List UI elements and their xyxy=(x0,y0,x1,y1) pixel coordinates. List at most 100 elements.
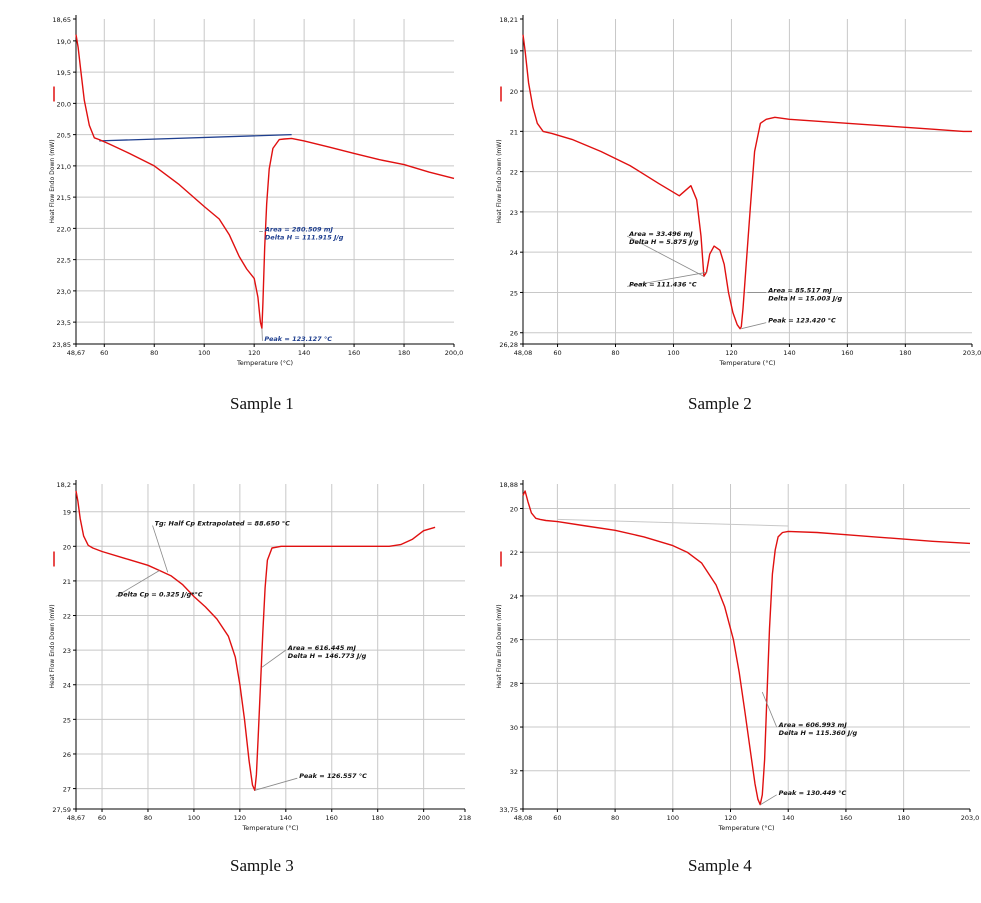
x-tick-label: 48,67 xyxy=(67,349,86,357)
x-tick-label: 60 xyxy=(553,349,561,357)
integration-baseline xyxy=(99,133,292,142)
annotation-text: Area = 606.993 mJ xyxy=(778,721,848,729)
x-tick-label: 180 xyxy=(897,814,909,822)
chart-svg-1: 18,65 19,0 19,5 20,0 20,5 21,0 21,5 22,0 22,5 23,… xyxy=(49,15,464,367)
annotation-text: Delta H = 15.003 J/g xyxy=(768,294,842,302)
x-tick-label: 180 xyxy=(899,349,911,357)
x-tick-label: 100 xyxy=(667,814,679,822)
x-tick-label: 48,08 xyxy=(514,814,533,822)
chart-sample-1: 18,65 19,0 19,5 20,0 20,5 21,0 21,5 22,0 22,5 23,… xyxy=(0,0,480,380)
x-tick-label: 140 xyxy=(280,814,292,822)
x-tick-label: 180 xyxy=(371,814,383,822)
annotation-text: Delta H = 115.360 J/g xyxy=(779,729,858,737)
y-tick-label: 22 xyxy=(63,613,71,621)
y-tick-label: 18,65 xyxy=(52,16,71,24)
annotation-text: Area = 280.509 mJ xyxy=(264,226,334,234)
y-tick-label: 22 xyxy=(510,169,518,177)
y-tick-label: 26 xyxy=(510,330,518,338)
y-axis-label: Heat Flow Endo Down (mW) xyxy=(496,604,503,688)
heat-flow-series xyxy=(75,34,455,330)
x-tick-label: 120 xyxy=(234,814,246,822)
heat-flow-series xyxy=(522,490,971,806)
y-tick-label: 26,28 xyxy=(499,341,518,349)
y-tick-label: 28 xyxy=(510,680,518,688)
annotation-leader xyxy=(741,322,767,330)
x-axis-label: Temperature (°C) xyxy=(241,824,298,832)
y-axis-label: Heat Flow Endo Down (mW) xyxy=(49,139,56,223)
y-axis-label: Heat Flow Endo Down (mW) xyxy=(496,139,503,223)
y-tick-label: 32 xyxy=(510,768,518,776)
caption-sample-3: Sample 3 xyxy=(230,856,294,875)
y-tick-label: 21 xyxy=(63,578,71,586)
caption-sample-4: Sample 4 xyxy=(688,856,752,875)
y-tick-label: 23 xyxy=(63,647,71,655)
heat-flow-series xyxy=(75,490,436,791)
y-tick-label: 20 xyxy=(510,505,518,513)
annotation-leader xyxy=(152,525,169,573)
y-tick-label: 24 xyxy=(510,593,518,601)
caption-sample-1: Sample 1 xyxy=(230,394,294,413)
y-tick-label: 22,0 xyxy=(57,225,71,233)
y-tick-label: 18,21 xyxy=(499,16,518,24)
y-tick-label: 24 xyxy=(63,682,71,690)
annotation-text: Delta H = 146.773 J/g xyxy=(288,652,367,660)
y-tick-label: 25 xyxy=(510,289,518,297)
y-tick-label: 25 xyxy=(63,716,71,724)
x-tick-label: 60 xyxy=(100,349,108,357)
x-tick-label: 140 xyxy=(298,349,310,357)
x-tick-label: 160 xyxy=(841,349,853,357)
x-axis-label: Temperature (°C) xyxy=(718,359,775,367)
x-tick-label: 140 xyxy=(783,349,795,357)
heat-flow-series xyxy=(522,34,972,330)
y-tick-label: 26 xyxy=(63,751,71,759)
y-tick-label: 33,75 xyxy=(499,806,518,814)
annotation-text: Delta H = 111.915 J/g xyxy=(265,234,344,242)
annotation-leader xyxy=(115,570,160,597)
x-tick-label: 140 xyxy=(782,814,794,822)
y-tick-label: 23,5 xyxy=(57,319,71,327)
y-tick-label: 20 xyxy=(63,543,71,551)
x-tick-label: 180 xyxy=(398,349,410,357)
annotation-text: Peak = 123.127 °C xyxy=(264,335,332,343)
annotation-text: Area = 616.445 mJ xyxy=(287,644,357,652)
x-tick-label: 80 xyxy=(150,349,158,357)
y-axis-label: Heat Flow Endo Down (mW) xyxy=(49,604,56,688)
y-tick-label: 20,5 xyxy=(57,132,71,140)
y-tick-label: 19,5 xyxy=(57,69,71,77)
y-tick-label: 19 xyxy=(63,509,71,517)
y-tick-label: 18,2 xyxy=(57,481,71,489)
annotation-text: Peak = 126.557 °C xyxy=(299,772,367,780)
x-tick-label: 80 xyxy=(611,814,619,822)
annotation-text: Delta Cp = 0.325 J/g*°C xyxy=(118,590,203,598)
y-tick-label: 23,0 xyxy=(57,288,71,296)
annotation-leader xyxy=(761,691,778,728)
y-tick-label: 19,0 xyxy=(57,38,71,46)
y-tick-label: 27 xyxy=(63,786,71,794)
x-tick-label: 80 xyxy=(144,814,152,822)
y-tick-label: 18,88 xyxy=(499,481,518,489)
caption-sample-2: Sample 2 xyxy=(688,394,752,413)
y-tick-label: 21,0 xyxy=(57,163,71,171)
y-tick-label: 22,5 xyxy=(57,257,71,265)
x-tick-label: 200,0 xyxy=(445,349,464,357)
y-tick-label: 19 xyxy=(510,48,518,56)
annotation-text: Delta H = 5.875 J/g xyxy=(629,238,699,246)
chart-sample-3: 18,2 19 20 21 22 23 24 25 26 27 27,59 48,67 60 80 100 1… xyxy=(0,470,480,840)
y-tick-label: 24 xyxy=(510,249,518,257)
x-tick-label: 120 xyxy=(724,814,736,822)
x-tick-label: 60 xyxy=(98,814,106,822)
y-tick-label: 21 xyxy=(510,128,518,136)
y-tick-label: 20,0 xyxy=(57,100,71,108)
chart-sample-4: 18,88 20 22 24 26 28 30 32 33,75 48,08 60 80 100 120 1… xyxy=(490,470,981,840)
x-tick-label: 203,0 xyxy=(963,349,981,357)
annotation-leader xyxy=(627,271,707,287)
y-tick-label: 21,5 xyxy=(57,194,71,202)
annotation-leader xyxy=(760,794,777,805)
x-axis-label: Temperature (°C) xyxy=(717,824,774,832)
annotation-text: Tg: Half Cp Extrapolated = 88.650 °C xyxy=(155,520,291,528)
x-tick-label: 160 xyxy=(348,349,360,357)
annotation-text: Area = 85.517 mJ xyxy=(767,286,832,294)
y-tick-label: 26 xyxy=(510,637,518,645)
